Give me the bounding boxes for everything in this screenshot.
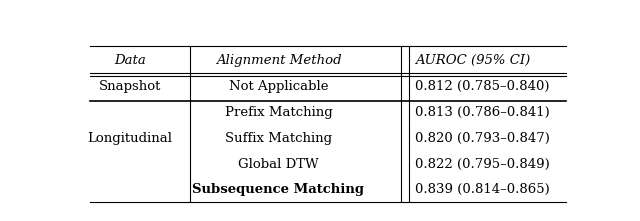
- Text: Longitudinal: Longitudinal: [87, 132, 172, 145]
- Text: 0.812 (0.785–0.840): 0.812 (0.785–0.840): [415, 80, 549, 93]
- Text: AUROC (95% CI): AUROC (95% CI): [415, 54, 530, 67]
- Text: Snapshot: Snapshot: [99, 80, 161, 93]
- Text: 0.813 (0.786–0.841): 0.813 (0.786–0.841): [415, 106, 550, 119]
- Text: Subsequence Matching: Subsequence Matching: [193, 183, 364, 196]
- Text: Not Applicable: Not Applicable: [228, 80, 328, 93]
- Text: 0.820 (0.793–0.847): 0.820 (0.793–0.847): [415, 132, 550, 145]
- Text: Alignment Method: Alignment Method: [216, 54, 341, 67]
- Text: 0.839 (0.814–0.865): 0.839 (0.814–0.865): [415, 183, 550, 196]
- Text: Global DTW: Global DTW: [238, 158, 319, 171]
- Text: 0.822 (0.795–0.849): 0.822 (0.795–0.849): [415, 158, 550, 171]
- Text: Prefix Matching: Prefix Matching: [225, 106, 332, 119]
- Text: Data: Data: [114, 54, 145, 67]
- Text: Suffix Matching: Suffix Matching: [225, 132, 332, 145]
